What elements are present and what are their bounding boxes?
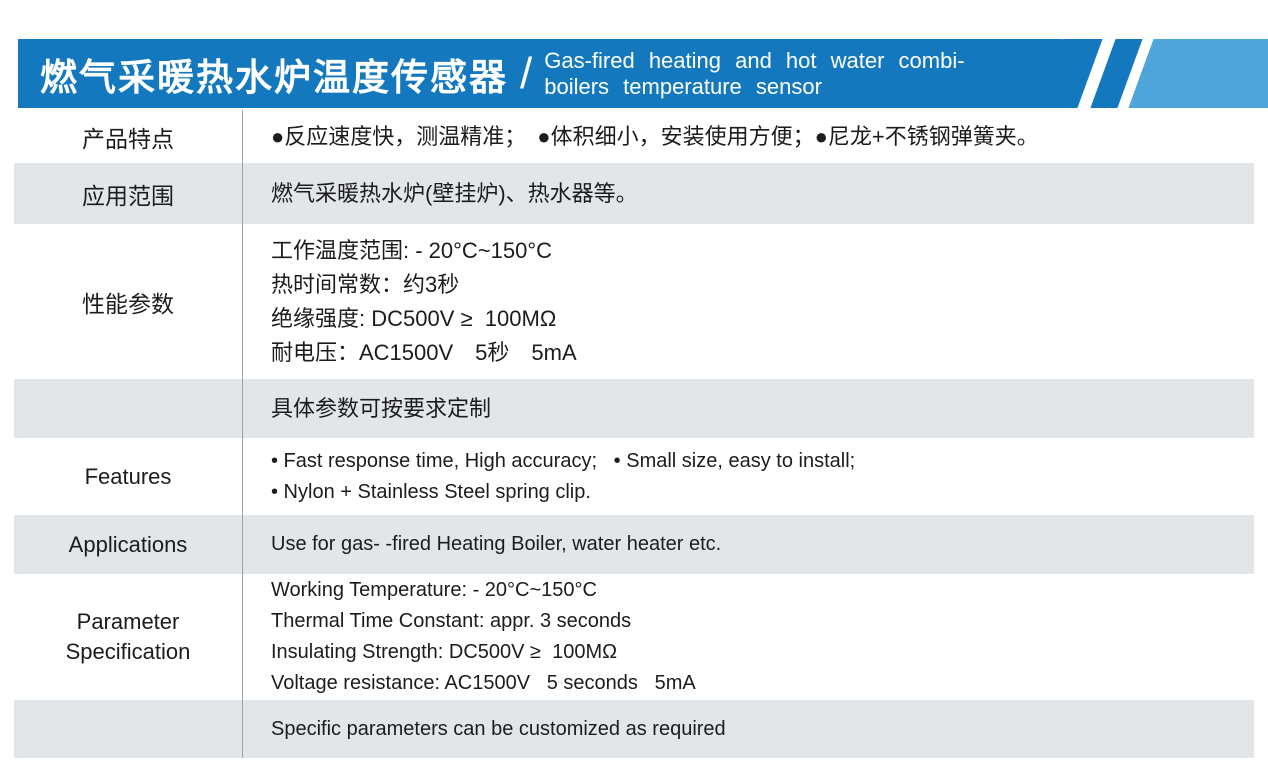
row-label: Parameter Specification	[14, 574, 243, 700]
row-content: 燃气采暖热水炉(壁挂炉)、热水器等。	[271, 180, 638, 206]
row-content: 工作温度范围: - 20°C~150°C 热时间常数：约3秒 绝缘强度: DC5…	[271, 237, 577, 365]
row-label: Applications	[14, 515, 243, 574]
row-label	[14, 700, 243, 758]
row-content: Specific parameters can be customized as…	[271, 717, 726, 740]
table-row-customization-note-en: Specific parameters can be customized as…	[14, 700, 1254, 758]
row-content: • Fast response time, High accuracy; • S…	[271, 449, 856, 503]
table-row-performance-parameters-zh: 性能参数 工作温度范围: - 20°C~150°C 热时间常数：约3秒 绝缘强度…	[14, 224, 1254, 379]
product-title-zh: 燃气采暖热水炉温度传感器	[40, 56, 508, 98]
row-content: Use for gas- -fired Heating Boiler, wate…	[271, 533, 722, 555]
banner-main: 燃气采暖热水炉温度传感器 / Gas-fired heating and hot…	[18, 39, 1062, 108]
table-row-applications-en: Applications Use for gas- -fired Heating…	[14, 515, 1254, 574]
table-row-applications-zh: 应用范围 燃气采暖热水炉(壁挂炉)、热水器等。	[14, 163, 1254, 224]
row-content: 具体参数可按要求定制	[271, 395, 492, 421]
product-title-en: Gas-fired heating and hot water combi- b…	[544, 47, 965, 99]
row-label: 应用范围	[14, 163, 243, 224]
banner: 燃气采暖热水炉温度传感器 / Gas-fired heating and hot…	[0, 39, 1268, 108]
row-label: 性能参数	[14, 224, 243, 379]
spec-table: 产品特点 ●反应速度快，测温精准； ●体积细小，安装使用方便；●尼龙+不锈钢弹簧…	[14, 110, 1254, 758]
title-slash-separator: /	[520, 48, 533, 98]
banner-light-parallelogram	[1128, 39, 1268, 108]
row-label	[14, 379, 243, 438]
row-label: 产品特点	[14, 110, 243, 163]
row-label: Features	[14, 438, 243, 515]
table-row-product-features-zh: 产品特点 ●反应速度快，测温精准； ●体积细小，安装使用方便；●尼龙+不锈钢弹簧…	[14, 110, 1254, 163]
row-content: ●反应速度快，测温精准； ●体积细小，安装使用方便；●尼龙+不锈钢弹簧夹。	[271, 123, 1039, 149]
table-row-customization-note-zh: 具体参数可按要求定制	[14, 379, 1254, 438]
row-content: Working Temperature: - 20°C~150°C Therma…	[271, 579, 696, 694]
table-row-features-en: Features • Fast response time, High accu…	[14, 438, 1254, 515]
table-row-parameter-specification-en: Parameter Specification Working Temperat…	[14, 574, 1254, 700]
